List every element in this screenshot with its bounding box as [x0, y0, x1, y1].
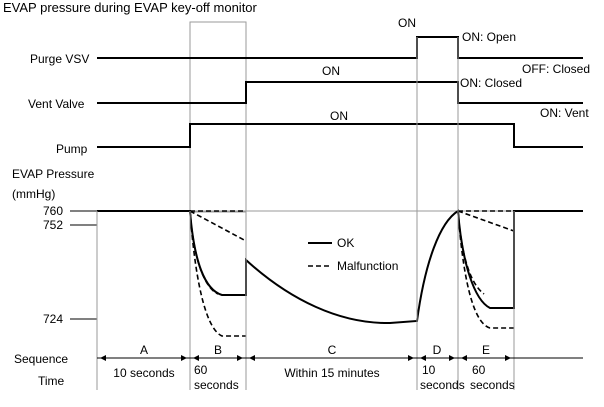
- tick-724: 724: [43, 312, 63, 326]
- on-open-label: ON: Open: [462, 30, 516, 44]
- phase-d-time: 10: [422, 363, 436, 377]
- off-closed-label: OFF: Closed: [522, 62, 590, 76]
- phase-b-time-line2: seconds: [194, 378, 239, 392]
- phase-b-time: 60: [194, 363, 208, 377]
- arrow-e-heads: [461, 355, 511, 361]
- diagram-title: EVAP pressure during EVAP key-off monito…: [3, 0, 258, 15]
- phase-e-name: E: [482, 343, 490, 357]
- ok-pressure-curve: [97, 209, 583, 325]
- malfunction-e-slope: [457, 210, 515, 232]
- phase-b-name: B: [214, 343, 222, 357]
- malfunction-b-slope: [189, 210, 247, 242]
- purge-vsv-signal: [97, 36, 583, 59]
- phase-e-time-line2: seconds: [470, 378, 515, 392]
- malfunction-b-curve-2: [189, 210, 246, 337]
- vent-valve-label: Vent Valve: [28, 97, 85, 111]
- phase-b-highlight-box: [189, 21, 247, 213]
- phase-a-name: A: [140, 343, 148, 357]
- evap-pressure-label: EVAP Pressure: [12, 167, 95, 181]
- arrow-b-heads: [193, 355, 243, 361]
- sequence-arrows: [100, 355, 511, 361]
- on-closed-label: ON: Closed: [460, 76, 522, 90]
- time-label: Time: [38, 374, 65, 388]
- pressure-unit-label: (mmHg): [12, 187, 55, 201]
- tick-760: 760: [43, 204, 63, 218]
- phase-c-time: Within 15 minutes: [284, 366, 379, 380]
- phase-d-name: D: [433, 343, 442, 357]
- on-vent-label: ON: Vent: [540, 106, 589, 120]
- purge-on-label: ON: [322, 64, 340, 78]
- phase-d-time-line2: seconds: [420, 378, 465, 392]
- legend-malfunction-label: Malfunction: [337, 259, 398, 273]
- phase-a-time: 10 seconds: [113, 366, 174, 380]
- tick-752: 752: [43, 218, 63, 232]
- legend-ok-label: OK: [337, 236, 354, 250]
- vent-on-label: ON: [330, 109, 348, 123]
- purge-on-peak-label: ON: [398, 16, 416, 30]
- pump-label: Pump: [56, 142, 88, 156]
- phase-e-time: 60: [472, 363, 486, 377]
- sequence-label: Sequence: [14, 352, 68, 366]
- purge-vsv-label: Purge VSV: [30, 52, 89, 66]
- phase-c-name: C: [328, 343, 337, 357]
- pump-signal: [97, 123, 583, 148]
- vent-valve-signal: [97, 81, 583, 104]
